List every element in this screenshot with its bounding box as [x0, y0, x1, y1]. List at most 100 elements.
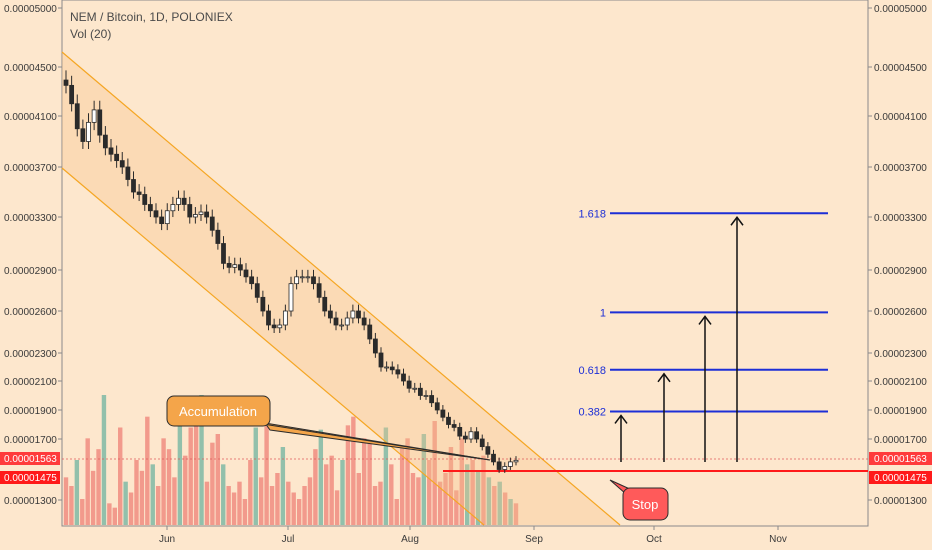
volume-bar	[486, 477, 492, 525]
candle-body	[266, 310, 271, 326]
volume-bar	[155, 486, 161, 525]
candle-body	[462, 435, 468, 440]
volume-bar	[193, 405, 199, 525]
volume-bar	[231, 492, 237, 525]
volume-bar	[280, 447, 286, 525]
volume-bar	[454, 490, 459, 525]
y-tick-label-right: 0.00001900	[874, 406, 927, 417]
plot-frame	[61, 0, 869, 527]
candle-body	[417, 387, 423, 396]
candle-body	[187, 204, 193, 218]
candle-body	[389, 366, 395, 371]
volume-bar	[172, 477, 177, 525]
volume-bar	[334, 490, 340, 525]
accumulation-box	[166, 395, 271, 427]
volume-bar	[215, 434, 221, 525]
volume-bar	[421, 434, 427, 525]
candle-body	[344, 317, 350, 326]
candle-body	[434, 402, 440, 411]
candle-body	[108, 147, 114, 155]
y-tick-label-right: 0.00004500	[874, 63, 927, 74]
stop-price-tag-left	[0, 471, 60, 484]
y-tick-label-right: 0.00001300	[874, 496, 927, 507]
volume-bar	[389, 464, 394, 525]
y-tick-label-right: 0.00002900	[874, 266, 927, 277]
accumulation-label: Accumulation	[179, 404, 257, 419]
candle-body	[243, 269, 249, 278]
x-tick-label: Nov	[769, 534, 787, 545]
candle-body	[125, 166, 131, 180]
volume-bar	[508, 499, 513, 525]
candle-body	[491, 453, 496, 463]
volume-bar	[242, 499, 248, 525]
volume-bar	[475, 470, 481, 525]
candle-body	[356, 310, 361, 319]
volume-bar	[459, 438, 464, 525]
y-tick-label-left: 0.00002600	[4, 307, 57, 318]
volume-bar	[275, 473, 280, 525]
volume-bar	[416, 477, 421, 525]
volume-bar	[177, 421, 183, 525]
stop-callout: Stop	[609, 479, 669, 521]
volume-bar	[101, 395, 107, 525]
volume-bar	[112, 507, 117, 525]
current-price-label-left: 0.00001563	[4, 454, 57, 465]
volume-bar	[96, 449, 101, 525]
volume-bar	[383, 427, 389, 525]
volume-bar	[107, 503, 112, 525]
candle-body	[91, 109, 97, 123]
volume-bar	[443, 473, 448, 525]
volume-indicator-label[interactable]: Vol (20)	[70, 27, 111, 41]
x-tick-label: Oct	[646, 534, 662, 545]
y-tick-label-right: 0.00002300	[874, 349, 927, 360]
current-price-tag-left	[0, 452, 60, 465]
candle-body	[215, 229, 221, 244]
target-arrow-head	[698, 315, 712, 325]
y-tick-label-left: 0.00003700	[4, 163, 57, 174]
volume-bar	[313, 449, 318, 525]
candle-body	[69, 84, 75, 105]
y-tick-label-left: 0.00001700	[4, 435, 57, 446]
candle-body	[237, 264, 243, 271]
volume-bar	[210, 442, 215, 525]
volume-bar	[118, 427, 123, 525]
y-tick-label-right: 0.00001700	[874, 435, 927, 446]
candle-body	[429, 395, 435, 404]
x-tick-label: Jul	[282, 534, 295, 545]
volume-bar	[513, 503, 519, 525]
candle-body	[440, 409, 446, 418]
price-tags: 0.00001563 0.00001475 0.00001563 0.00001…	[0, 452, 932, 484]
x-tick-label: Aug	[401, 534, 419, 545]
y-tick-label-left: 0.00004500	[4, 63, 57, 74]
candle-body	[288, 283, 294, 312]
volume-bar	[199, 395, 204, 525]
candle-body	[114, 153, 120, 162]
candle-body	[384, 366, 390, 369]
candle-body	[63, 79, 69, 86]
channel-upper-line	[61, 51, 621, 526]
volume-bar	[161, 438, 166, 525]
descending-channel	[61, 51, 868, 526]
y-tick-label-right: 0.00003300	[874, 213, 927, 224]
candle-body	[507, 461, 513, 467]
y-tick-label-left: 0.00003300	[4, 213, 57, 224]
volume-bar	[432, 421, 437, 525]
fib-level-label: 0.382	[578, 406, 606, 418]
candle-body	[322, 296, 328, 312]
fib-level-label: 0.618	[578, 365, 606, 377]
volume-bar	[394, 499, 399, 525]
candle-body	[282, 310, 288, 326]
volume-bar	[361, 438, 367, 525]
candle-body	[170, 204, 176, 212]
volume-bar	[318, 429, 324, 525]
candle-body	[378, 352, 384, 368]
target-arrow-head	[730, 216, 744, 226]
volume-bar	[502, 492, 508, 525]
volume-bar	[188, 427, 193, 525]
candle-body	[232, 264, 238, 268]
volume-bar	[150, 464, 155, 525]
y-tick-label-left: 0.00002300	[4, 349, 57, 360]
accumulation-pointer-line	[262, 423, 491, 461]
